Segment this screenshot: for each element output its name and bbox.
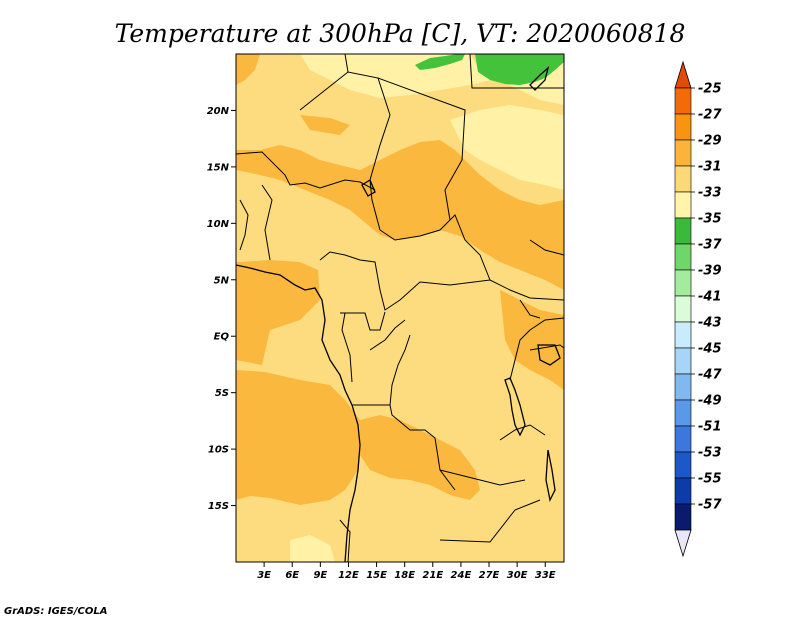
temperature-region-warm-south xyxy=(360,415,480,500)
x-tick-label: 30E xyxy=(507,570,528,581)
colorbar-label: -45 xyxy=(698,342,722,357)
x-tick-label: 15E xyxy=(366,570,387,581)
temperature-region-warm-west xyxy=(236,260,360,505)
x-tick-label: 9E xyxy=(313,570,327,581)
x-tick-label: 12E xyxy=(338,570,359,581)
colorbar-swatch xyxy=(674,477,692,505)
colorbar-swatch xyxy=(674,399,692,427)
colorbar-label: -25 xyxy=(698,82,722,97)
y-axis: 15S 10S 5S EQ 5N 10N 15N 20N xyxy=(207,106,236,512)
colorbar-swatch xyxy=(674,425,692,453)
colorbar-label: -49 xyxy=(698,394,722,409)
colorbar-label: -51 xyxy=(698,420,722,435)
y-tick-label: EQ xyxy=(214,332,230,343)
colorbar-label: -37 xyxy=(698,238,722,253)
colorbar-label: -31 xyxy=(698,160,722,175)
colorbar-label: -53 xyxy=(698,446,722,461)
colorbar-swatch xyxy=(674,503,692,531)
colorbar-swatch xyxy=(674,243,692,271)
y-tick-label: 20N xyxy=(207,106,230,117)
x-tick-label: 33E xyxy=(535,570,556,581)
x-tick-label: 21E xyxy=(422,570,443,581)
y-tick-label: 5N xyxy=(214,275,230,286)
lake-tanganyika xyxy=(504,377,526,437)
map-frame xyxy=(235,53,565,563)
x-tick-label: 18E xyxy=(394,570,415,581)
temperature-region-warm-east xyxy=(500,290,564,390)
lake-malawi xyxy=(545,449,556,502)
colorbar-swatch xyxy=(674,347,692,375)
colorbar: -25 -27 -29 -31 -33 -35 -37 -39 -41 -43 -45 -47 -49 -… xyxy=(674,60,722,558)
colorbar-swatch xyxy=(674,165,692,193)
colorbar-label: -33 xyxy=(698,186,722,201)
colorbar-label: -47 xyxy=(698,368,722,383)
grads-credit: GrADS: IGES/COLA xyxy=(4,606,107,617)
colorbar-swatch xyxy=(674,191,692,219)
colorbar-swatch xyxy=(674,217,692,245)
y-tick-label: 10S xyxy=(208,445,229,456)
colorbar-label: -55 xyxy=(698,472,722,487)
colorbar-label: -57 xyxy=(698,498,722,513)
temperature-region-warm-center xyxy=(236,140,564,290)
colorbar-swatch xyxy=(674,321,692,349)
colorbar-label: -41 xyxy=(698,290,722,305)
x-tick-label: 24E xyxy=(451,570,472,581)
x-tick-label: 3E xyxy=(257,570,271,581)
y-tick-label: 15N xyxy=(207,162,230,173)
chart-title: Temperature at 300hPa [C], VT: 202006081… xyxy=(115,19,686,48)
colorbar-bottom-arrow xyxy=(674,529,692,558)
colorbar-swatch xyxy=(674,113,692,141)
x-tick-label: 6E xyxy=(285,570,299,581)
temperature-region-green-2 xyxy=(475,54,564,85)
y-tick-label: 15S xyxy=(208,501,229,512)
country-borders xyxy=(235,53,565,563)
coastline xyxy=(235,264,361,563)
nile-coast xyxy=(529,66,550,91)
colorbar-label: -27 xyxy=(698,108,722,123)
colorbar-swatch xyxy=(674,451,692,479)
x-axis: 3E 6E 9E 12E 15E 18E 21E 24E 27E 30E 33E xyxy=(257,562,556,581)
lake-victoria xyxy=(537,344,561,366)
colorbar-label: -39 xyxy=(698,264,722,279)
colorbar-swatch xyxy=(674,269,692,297)
colorbar-label: -43 xyxy=(698,316,722,331)
lake-chad xyxy=(361,179,376,197)
y-tick-label: 10N xyxy=(207,219,230,230)
temperature-region-warm-north xyxy=(236,54,350,135)
temperature-region-cool-northeast xyxy=(450,105,564,190)
y-tick-label: 5S xyxy=(215,388,229,399)
x-tick-label: 27E xyxy=(479,570,500,581)
colorbar-label: -35 xyxy=(698,212,722,227)
temperature-region-green-1 xyxy=(415,54,465,70)
colorbar-swatch xyxy=(674,373,692,401)
temperature-region-cool-north xyxy=(300,54,564,105)
colorbar-swatch xyxy=(674,87,692,115)
colorbar-top-arrow xyxy=(674,60,692,89)
colorbar-swatch xyxy=(674,295,692,323)
colorbar-swatch xyxy=(674,139,692,167)
colorbar-label: -29 xyxy=(698,134,722,149)
temperature-region-cool-southwest xyxy=(290,535,335,562)
map-plot xyxy=(235,53,565,563)
